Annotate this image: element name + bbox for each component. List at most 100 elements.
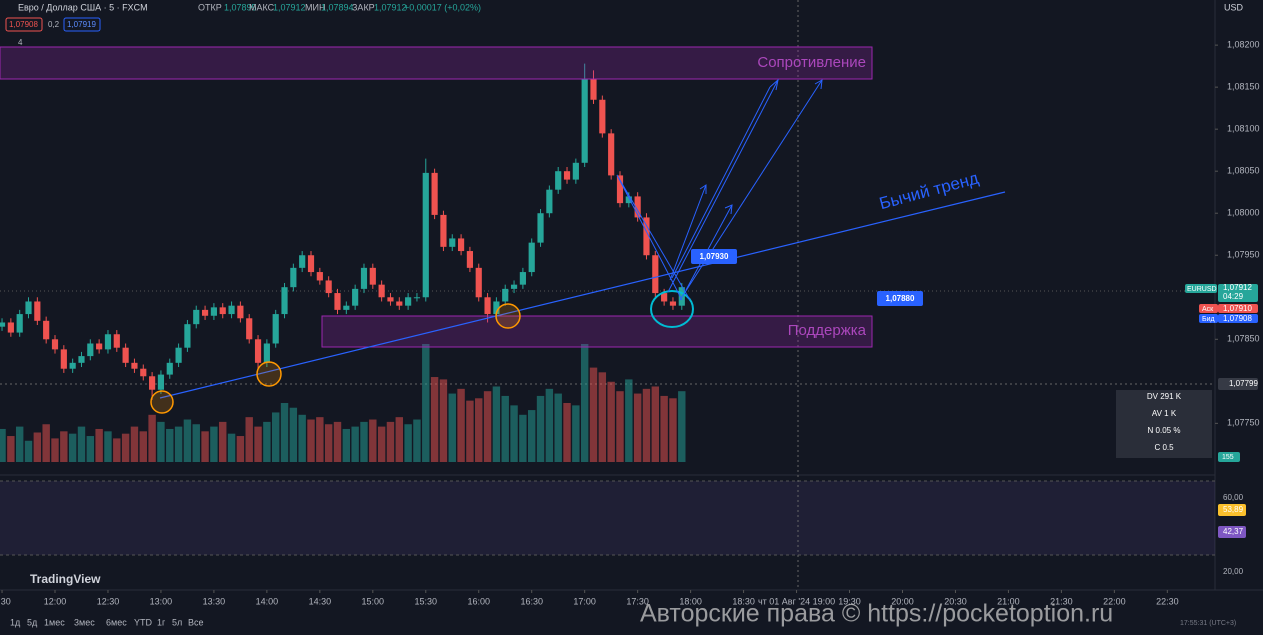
volume-tag [1218, 452, 1240, 462]
highlight-ellipse [650, 290, 694, 328]
candle-body [413, 297, 421, 299]
candle-body [201, 309, 209, 316]
volume-bar [501, 395, 509, 462]
volume-bar [572, 405, 580, 462]
rsi-label: 53,89 [1223, 505, 1244, 514]
volume-bar [457, 388, 465, 462]
volume-bar [642, 388, 651, 462]
range-button[interactable]: 1г [157, 617, 166, 627]
volume-bar [166, 428, 174, 462]
y-tick-label: 1,08000 [1227, 208, 1260, 218]
candle-body [0, 322, 6, 327]
volume-bar [333, 421, 342, 462]
volume-bar [210, 426, 218, 462]
candle-body [334, 293, 341, 310]
ohlc-high: 1,07912 [273, 2, 306, 12]
candle-body [608, 133, 615, 176]
x-tick-label: 18:00 [679, 596, 702, 606]
price-tag-text: 1,07880 [886, 294, 915, 303]
y-tick-label: 1,08150 [1227, 82, 1260, 92]
x-tick-label: 16:30 [520, 596, 543, 606]
ask-price-tag [1218, 304, 1258, 313]
range-button[interactable]: Все [188, 617, 204, 627]
volume-bar [360, 421, 368, 462]
volume-bar [77, 426, 86, 462]
sell-button[interactable] [5, 17, 43, 32]
bid-price: 1,07908 [1223, 314, 1252, 323]
candle-body [466, 251, 474, 268]
ohlc-close-label: ЗАКР [352, 2, 375, 12]
volume-bar [430, 377, 439, 462]
candle-body [502, 288, 509, 302]
buy-price[interactable]: 1,07919 [67, 20, 96, 29]
volume-bar [113, 438, 121, 462]
candle-body [184, 324, 191, 348]
candle-body [475, 267, 482, 298]
range-button[interactable]: 3мес [74, 617, 95, 627]
candle-body [246, 318, 253, 340]
rsi-label: 60,00 [1223, 493, 1244, 502]
candle-body [228, 305, 235, 315]
volume-last: 155 [1222, 454, 1234, 461]
ask-label: Аск [1202, 306, 1214, 313]
candle-body [25, 301, 32, 315]
symbol-title[interactable]: Евро / Доллар США · 5 · FXCM [18, 2, 148, 12]
candle-body [546, 189, 553, 214]
candle-body [590, 78, 597, 100]
volume-bar [351, 426, 359, 462]
support-zone [321, 315, 873, 348]
candle-body [175, 347, 182, 363]
candle-body [43, 320, 50, 340]
candle-body [131, 362, 138, 369]
rsi-label: 20,00 [1223, 567, 1244, 576]
volume-bar [51, 438, 59, 462]
touch-circle [150, 390, 174, 414]
volume-bar [395, 417, 403, 462]
candle-body [599, 99, 606, 134]
volume-bar [448, 393, 456, 462]
candle-body [210, 307, 217, 316]
volume-bar [545, 388, 554, 462]
x-tick-label: 21:00 [997, 596, 1020, 606]
buy-button[interactable] [63, 17, 101, 32]
indicator-count[interactable]: 4 [18, 38, 23, 47]
volume-bar [60, 431, 68, 462]
volume-bar [121, 433, 130, 462]
candle-body [157, 374, 165, 390]
volume-bar [15, 426, 24, 462]
range-button[interactable]: 5л [172, 617, 182, 627]
range-button[interactable]: 1д [10, 617, 21, 627]
support-label: Поддержка [788, 322, 867, 339]
candle-body [643, 217, 650, 256]
bid-label: Бид [1202, 316, 1215, 323]
candle-body [396, 301, 403, 306]
crosshair-tag [1218, 378, 1258, 390]
ohlc-high-label: МАКС [249, 2, 275, 12]
stat-row: N 0.05 % [1148, 426, 1181, 435]
range-button[interactable]: 1мес [44, 617, 65, 627]
range-button[interactable]: 5д [27, 617, 38, 627]
ohlc-low-label: МИН [305, 2, 325, 12]
candle-body [616, 175, 624, 204]
candle-body [237, 305, 244, 319]
candle-body [34, 301, 41, 321]
volume-bar [263, 421, 271, 462]
candle-body [537, 213, 544, 243]
sell-price[interactable]: 1,07908 [9, 20, 38, 29]
volume-bar [219, 421, 227, 462]
candle-body [528, 242, 535, 273]
range-button[interactable]: YTD [134, 617, 153, 627]
range-button[interactable]: 6мес [106, 617, 127, 627]
currency-select[interactable]: USD [1224, 2, 1244, 12]
drawings [0, 46, 1006, 414]
volume-bar [245, 417, 253, 462]
volume-bar [377, 426, 386, 462]
volume-bar [519, 414, 527, 462]
volume-bar [669, 398, 677, 462]
x-tick-label: 14:30 [309, 596, 332, 606]
volume-bar [104, 431, 112, 462]
volume-bar [316, 417, 324, 462]
volume-bar [130, 426, 139, 462]
